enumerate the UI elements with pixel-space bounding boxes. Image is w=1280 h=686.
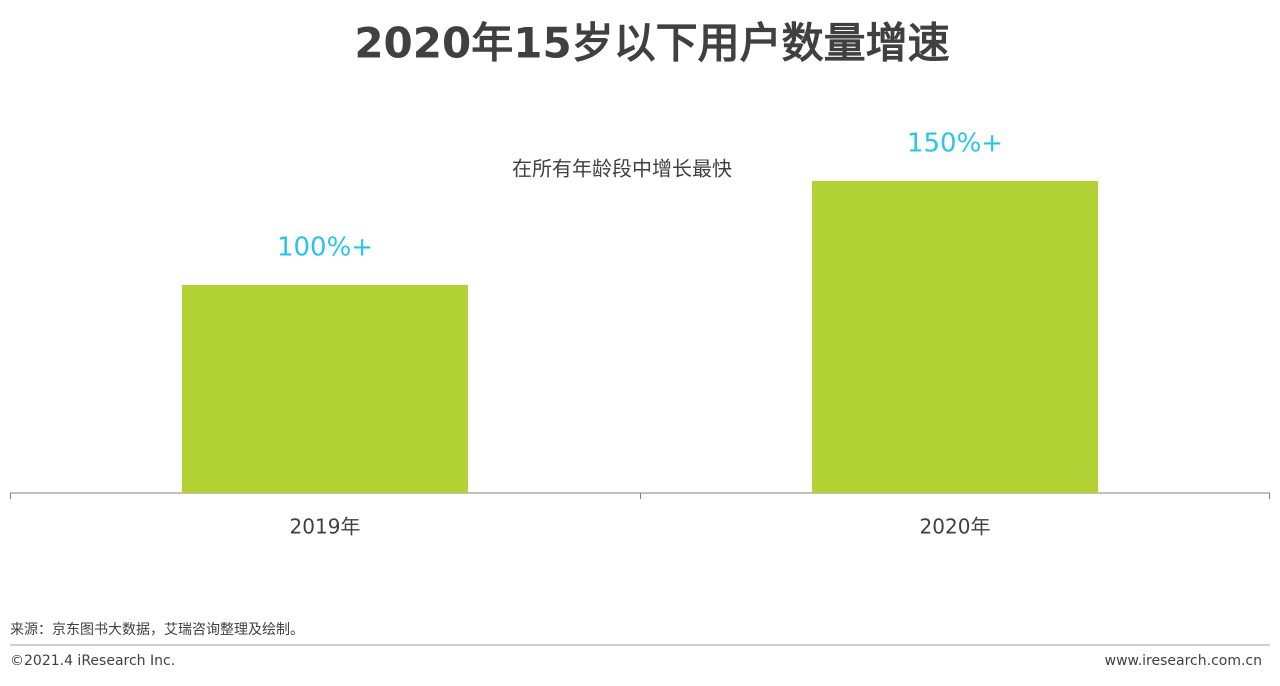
chart-title: 2020年15岁以下用户数量增速 [354,19,949,68]
value-label: 150%+ [907,129,1003,159]
source-note: 来源：京东图书大数据，艾瑞咨询整理及绘制。 [10,622,304,638]
website: www.iresearch.com.cn [1105,653,1262,669]
bar [812,181,1098,493]
x-tick-label: 2019年 [290,515,361,539]
copyright: ©2021.4 iResearch Inc. [10,653,175,669]
bar [182,285,468,493]
value-label: 100%+ [277,233,373,263]
x-tick-label: 2020年 [920,515,991,539]
annotation: 在所有年龄段中增长最快 [512,157,732,181]
